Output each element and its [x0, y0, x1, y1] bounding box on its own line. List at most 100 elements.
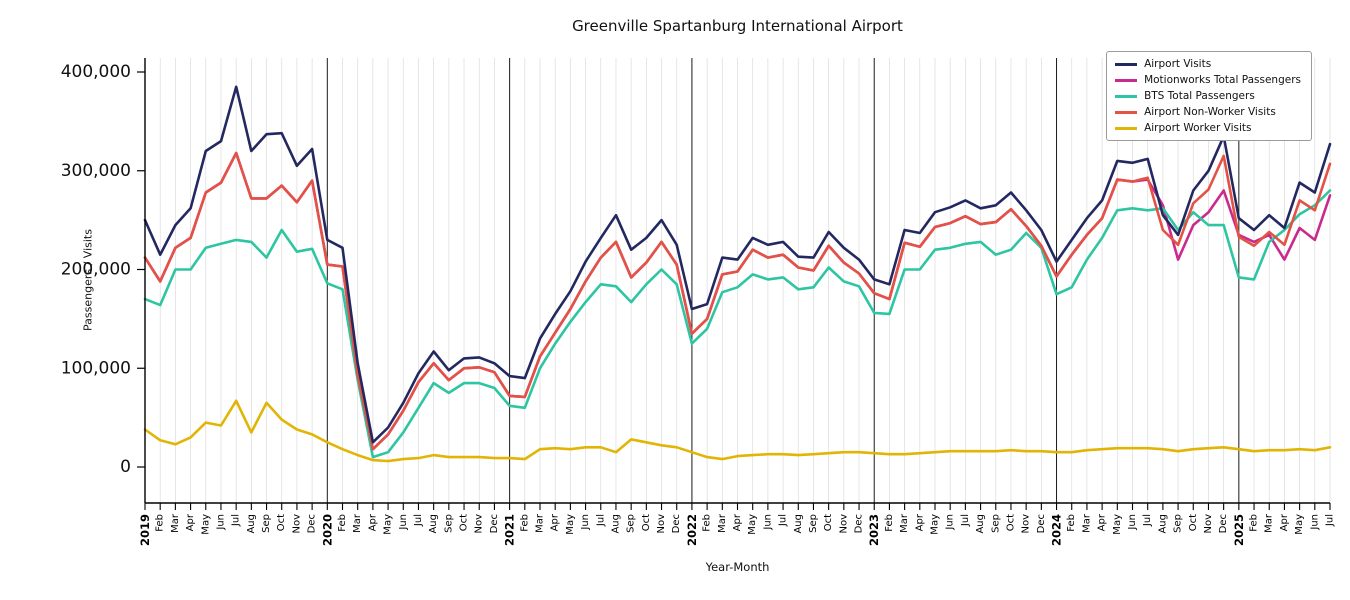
x-tick-label: Apr [550, 513, 561, 531]
x-tick-label: 2023 [867, 514, 881, 546]
x-tick-label: 2022 [685, 514, 699, 546]
legend-label: Airport Visits [1144, 58, 1212, 70]
x-tick-label: Dec [671, 514, 682, 533]
x-tick-label: Apr [1279, 513, 1290, 531]
x-tick-label: Apr [1097, 513, 1108, 531]
x-tick-label: Oct [459, 514, 470, 531]
x-tick-label: Aug [793, 514, 804, 534]
x-tick-label: 2019 [138, 514, 152, 546]
x-tick-label: Jul [1325, 514, 1336, 527]
y-tick-label: 300,000 [61, 161, 131, 181]
legend-line-swatch-icon [1115, 94, 1138, 98]
x-tick-label: Mar [1081, 513, 1092, 533]
legend-label: Airport Worker Visits [1144, 122, 1252, 134]
x-tick-label: Feb [519, 514, 530, 532]
x-tick-label: 2024 [1050, 514, 1064, 546]
x-tick-label: May [1294, 514, 1305, 535]
x-tick-label: Nov [656, 514, 667, 534]
x-tick-label: Mar [170, 513, 181, 533]
x-tick-label: May [200, 514, 211, 535]
x-axis-label: Year-Month [705, 560, 770, 574]
x-tick-label: Mar [1264, 513, 1275, 533]
x-tick-label: 2025 [1232, 514, 1246, 546]
x-tick-label: Mar [535, 513, 546, 533]
x-tick-label: Dec [307, 514, 318, 533]
x-tick-label: Nov [1021, 514, 1032, 534]
x-tick-label: Dec [1036, 514, 1047, 533]
x-tick-label: Oct [641, 514, 652, 531]
x-tick-label: Sep [808, 514, 819, 533]
x-tick-label: Feb [702, 514, 713, 532]
x-tick-label: Jun [1127, 514, 1138, 531]
x-tick-label: Nov [838, 514, 849, 534]
legend-entry: BTS Total Passengers [1115, 90, 1301, 102]
legend-entry: Airport Worker Visits [1115, 122, 1301, 134]
x-tick-label: Jul [1142, 514, 1153, 527]
x-tick-label: Nov [291, 514, 302, 534]
legend-line-swatch-icon [1115, 62, 1138, 66]
x-tick-label: Oct [276, 514, 287, 531]
x-tick-label: Feb [884, 514, 895, 532]
x-tick-label: Mar [899, 513, 910, 533]
x-tick-label: May [930, 514, 941, 535]
x-tick-label: Oct [1005, 514, 1016, 531]
x-tick-label: Jun [1309, 514, 1320, 531]
legend-entry: Airport Visits [1115, 58, 1301, 70]
series-line-bts-total-passengers [143, 189, 1332, 459]
x-tick-label: Sep [443, 514, 454, 533]
x-tick-label: Sep [626, 514, 637, 533]
x-tick-label: Aug [246, 514, 257, 534]
legend-entry: Motionworks Total Passengers [1115, 74, 1301, 86]
x-tick-label: Aug [975, 514, 986, 534]
y-tick-label: 200,000 [61, 260, 131, 280]
legend-box: Airport Visits Motionworks Total Passenge… [1106, 51, 1312, 141]
x-tick-label: Apr [367, 513, 378, 531]
x-tick-label: Jul [413, 514, 424, 527]
x-tick-label: May [383, 514, 394, 535]
x-tick-label: Dec [1218, 514, 1229, 533]
x-tick-label: Sep [1173, 514, 1184, 533]
x-tick-label: Feb [1249, 514, 1260, 532]
x-tick-label: Feb [155, 514, 166, 532]
legend-label: BTS Total Passengers [1144, 90, 1255, 102]
x-tick-label: Jun [580, 514, 591, 531]
series-line-airport-non-worker-visits [143, 151, 1332, 451]
x-tick-label: 2021 [503, 514, 517, 546]
x-tick-label: Oct [1188, 514, 1199, 531]
y-tick-label: 0 [120, 457, 131, 477]
x-tick-label: Dec [489, 514, 500, 533]
x-tick-label: May [1112, 514, 1123, 535]
x-tick-label: Jun [215, 514, 226, 531]
x-tick-label: Jul [778, 514, 789, 527]
chart-title: Greenville Spartanburg International Air… [572, 17, 903, 35]
x-tick-label: Aug [428, 514, 439, 534]
x-tick-label: Aug [610, 514, 621, 534]
x-tick-label: Nov [1203, 514, 1214, 534]
x-tick-label: Dec [854, 514, 865, 533]
y-tick-label: 100,000 [61, 358, 131, 378]
series-line-airport-worker-visits [143, 399, 1332, 463]
x-tick-label: Jun [398, 514, 409, 531]
x-tick-label: Aug [1157, 514, 1168, 534]
x-tick-label: Jun [945, 514, 956, 531]
x-tick-label: Apr [914, 513, 925, 531]
x-tick-label: Sep [261, 514, 272, 533]
x-tick-label: Nov [474, 514, 485, 534]
y-tick-label: 400,000 [61, 62, 131, 82]
x-tick-label: May [565, 514, 576, 535]
legend-label: Airport Non-Worker Visits [1144, 106, 1276, 118]
x-tick-label: Feb [1066, 514, 1077, 532]
legend-label: Motionworks Total Passengers [1144, 74, 1301, 86]
legend-line-swatch-icon [1115, 78, 1138, 82]
legend-entry: Airport Non-Worker Visits [1115, 106, 1301, 118]
x-tick-label: Apr [732, 513, 743, 531]
x-tick-label: Mar [352, 513, 363, 533]
x-tick-label: Feb [337, 514, 348, 532]
x-tick-label: Jun [762, 514, 773, 531]
x-tick-label: Jul [595, 514, 606, 527]
x-tick-label: 2020 [320, 514, 334, 546]
x-tick-label: Apr [185, 513, 196, 531]
x-tick-label: Mar [717, 513, 728, 533]
x-tick-label: Sep [990, 514, 1001, 533]
x-tick-label: Oct [823, 514, 834, 531]
